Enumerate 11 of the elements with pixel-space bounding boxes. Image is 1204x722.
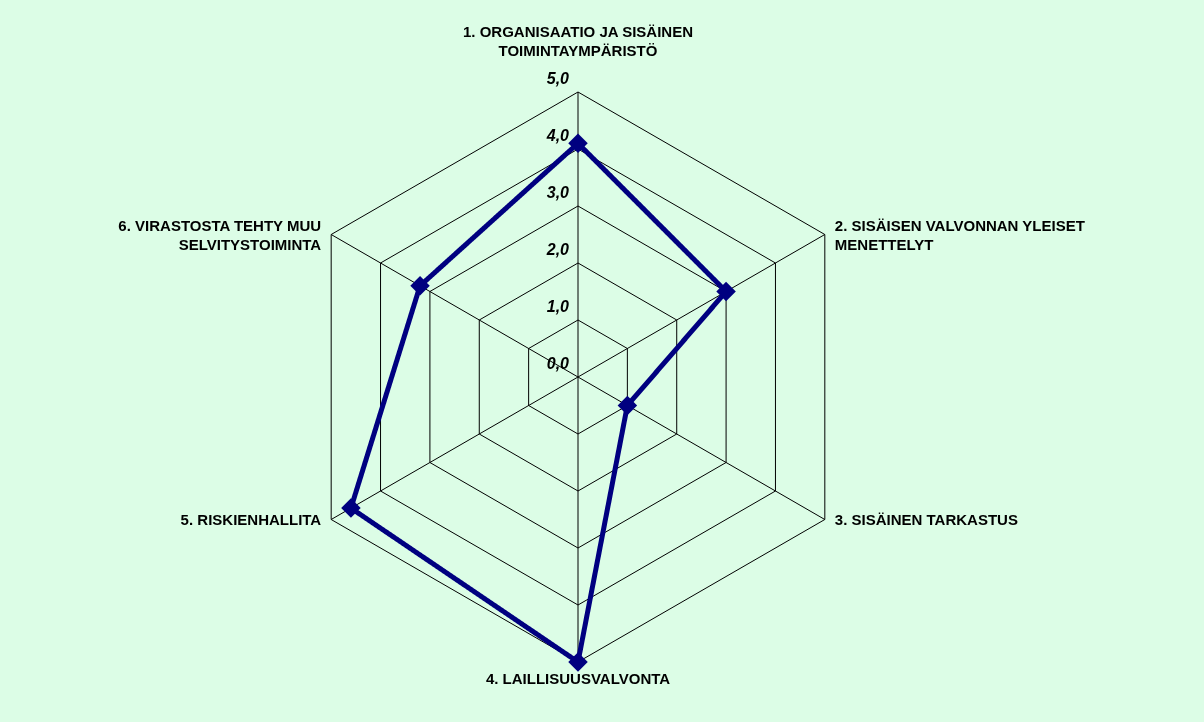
spoke-label: 2. SISÄISEN VALVONNAN YLEISET MENETTELYT	[834, 216, 1085, 253]
y-tick-label: 4,0	[545, 127, 570, 144]
spoke-label: 4. LAILLISUUSVALVONTA	[485, 670, 671, 687]
spoke-label: 1. ORGANISAATIO JA SISÄINEN TOIMINTAYMPÄRISTÖ	[462, 23, 694, 59]
spoke-label: 3. SISÄINEN TARKASTUS	[834, 510, 1018, 528]
y-tick-label: 3,0	[546, 184, 570, 201]
spoke-label: 5. RISKIENHALLITA	[180, 510, 322, 528]
y-tick-label: 1,0	[546, 298, 570, 315]
y-tick-label: 2,0	[545, 241, 570, 258]
spoke-label: 6. VIRASTOSTA TEHTY MUU SELVITYSTOIMINTA	[118, 216, 322, 253]
y-tick-label: 5,0	[546, 70, 570, 87]
